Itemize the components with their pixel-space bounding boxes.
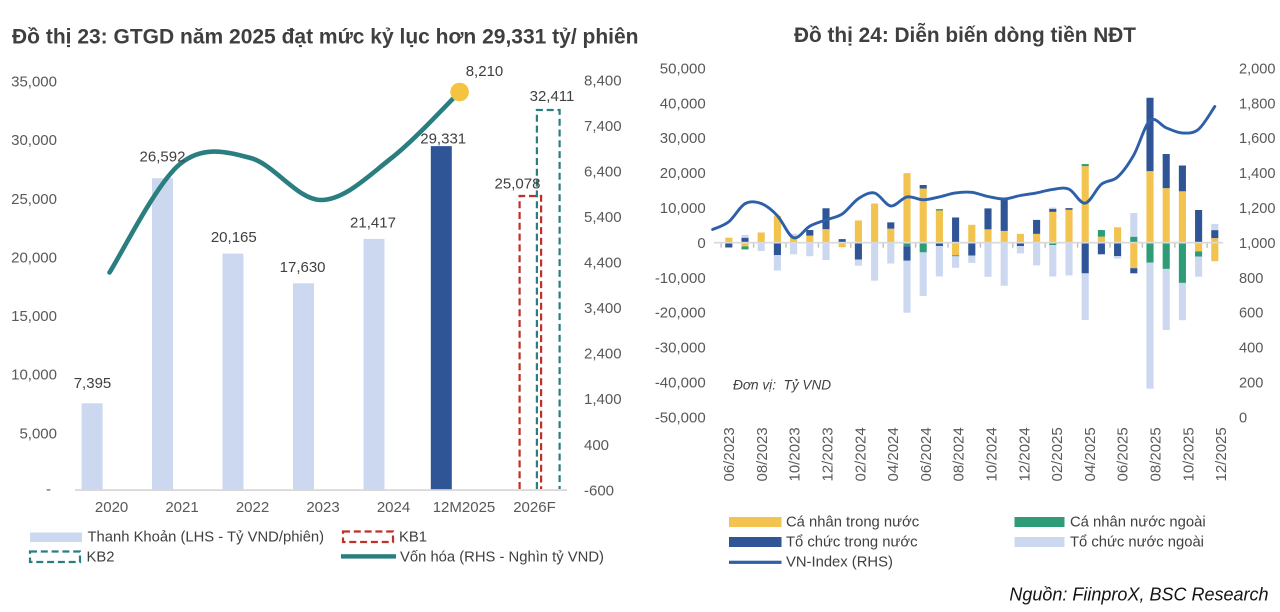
- svg-text:04/2025: 04/2025: [1082, 427, 1099, 481]
- svg-text:20,000: 20,000: [11, 250, 57, 267]
- svg-text:Cá nhân trong nước: Cá nhân trong nước: [786, 515, 920, 531]
- svg-text:Tổ chức trong nước: Tổ chức trong nước: [786, 535, 918, 551]
- svg-text:1,600: 1,600: [1239, 131, 1276, 147]
- svg-text:2022: 2022: [236, 499, 269, 516]
- svg-text:Cá nhân nước ngoài: Cá nhân nước ngoài: [1070, 515, 1206, 531]
- svg-text:VN-Index (RHS): VN-Index (RHS): [786, 555, 893, 571]
- svg-text:Tổ chức nước ngoài: Tổ chức nước ngoài: [1070, 535, 1204, 551]
- svg-text:2026F: 2026F: [513, 499, 556, 516]
- svg-text:30,000: 30,000: [11, 132, 57, 149]
- svg-text:8,210: 8,210: [466, 63, 504, 80]
- svg-text:26,592: 26,592: [140, 149, 186, 166]
- svg-text:-50,000: -50,000: [655, 409, 706, 426]
- svg-text:7,395: 7,395: [74, 375, 112, 392]
- svg-text:-20,000: -20,000: [655, 305, 706, 322]
- svg-text:25,078: 25,078: [495, 176, 541, 193]
- svg-text:12M2025: 12M2025: [433, 499, 496, 516]
- svg-text:-10,000: -10,000: [655, 270, 706, 287]
- svg-text:21,417: 21,417: [350, 215, 396, 232]
- svg-text:10/2023: 10/2023: [787, 427, 804, 481]
- svg-text:08/2023: 08/2023: [754, 427, 771, 481]
- svg-text:29,331: 29,331: [420, 131, 466, 148]
- svg-text:10,000: 10,000: [11, 367, 57, 384]
- svg-text:6,400: 6,400: [584, 163, 622, 180]
- svg-text:08/2024: 08/2024: [951, 427, 968, 481]
- svg-text:12/2023: 12/2023: [820, 427, 837, 481]
- svg-text:3,400: 3,400: [584, 300, 622, 317]
- svg-text:Nguồn: FiinproX, BSC Research: Nguồn: FiinproX, BSC Research: [1009, 585, 1268, 605]
- svg-text:2,000: 2,000: [1239, 61, 1276, 77]
- svg-text:06/2025: 06/2025: [1115, 427, 1132, 481]
- svg-text:12/2025: 12/2025: [1213, 427, 1230, 481]
- svg-text:-: -: [46, 481, 51, 498]
- svg-text:KB1: KB1: [399, 530, 427, 546]
- svg-text:KB2: KB2: [87, 550, 115, 566]
- svg-text:06/2023: 06/2023: [721, 427, 738, 481]
- svg-text:1,400: 1,400: [584, 391, 622, 408]
- svg-text:40,000: 40,000: [660, 95, 706, 112]
- svg-text:Vốn hóa (RHS - Nghìn tỷ VND): Vốn hóa (RHS - Nghìn tỷ VND): [400, 550, 604, 566]
- svg-text:400: 400: [584, 437, 609, 454]
- svg-text:30,000: 30,000: [660, 130, 706, 147]
- svg-text:08/2025: 08/2025: [1148, 427, 1165, 481]
- svg-text:200: 200: [1239, 376, 1263, 392]
- svg-text:8,400: 8,400: [584, 72, 622, 89]
- svg-text:2024: 2024: [377, 499, 410, 516]
- svg-text:400: 400: [1239, 341, 1263, 357]
- svg-text:20,165: 20,165: [211, 229, 257, 246]
- svg-text:02/2025: 02/2025: [1049, 427, 1066, 481]
- svg-text:Đồ thị 23: GTGD năm 2025 đạt m: Đồ thị 23: GTGD năm 2025 đạt mức kỷ lục …: [12, 26, 638, 49]
- svg-text:20,000: 20,000: [660, 165, 706, 182]
- svg-text:7,400: 7,400: [584, 118, 622, 135]
- svg-text:1,800: 1,800: [1239, 96, 1276, 112]
- svg-text:-40,000: -40,000: [655, 375, 706, 392]
- svg-text:5,400: 5,400: [584, 209, 622, 226]
- svg-text:2,400: 2,400: [584, 346, 622, 363]
- svg-text:-30,000: -30,000: [655, 340, 706, 357]
- svg-text:-600: -600: [584, 482, 614, 499]
- svg-text:12/2024: 12/2024: [1016, 427, 1033, 481]
- svg-text:25,000: 25,000: [11, 191, 57, 208]
- svg-text:1,400: 1,400: [1239, 166, 1276, 182]
- svg-text:10,000: 10,000: [660, 200, 706, 217]
- svg-text:10/2025: 10/2025: [1180, 427, 1197, 481]
- svg-text:5,000: 5,000: [19, 425, 57, 442]
- svg-text:35,000: 35,000: [11, 74, 57, 91]
- svg-text:1,200: 1,200: [1239, 201, 1276, 217]
- svg-text:2021: 2021: [165, 499, 198, 516]
- svg-text:0: 0: [697, 235, 705, 252]
- svg-text:15,000: 15,000: [11, 308, 57, 325]
- svg-text:2023: 2023: [306, 499, 339, 516]
- svg-text:06/2024: 06/2024: [918, 427, 935, 481]
- svg-text:0: 0: [1239, 410, 1247, 426]
- svg-text:800: 800: [1239, 271, 1263, 287]
- svg-text:10/2024: 10/2024: [984, 427, 1001, 481]
- svg-text:50,000: 50,000: [660, 60, 706, 77]
- svg-text:32,411: 32,411: [530, 88, 575, 105]
- svg-text:Đồ thị 24: Diễn biến dòng tiền: Đồ thị 24: Diễn biến dòng tiền NĐT: [794, 23, 1136, 47]
- svg-text:17,630: 17,630: [280, 259, 326, 276]
- svg-text:600: 600: [1239, 306, 1263, 322]
- svg-text:1,000: 1,000: [1239, 236, 1276, 252]
- svg-text:2020: 2020: [95, 499, 128, 516]
- svg-text:04/2024: 04/2024: [885, 427, 902, 481]
- svg-text:Thanh Khoản (LHS - Tỷ VND/phiê: Thanh Khoản (LHS - Tỷ VND/phiên): [88, 530, 325, 546]
- svg-text:4,400: 4,400: [584, 255, 622, 272]
- svg-text:02/2024: 02/2024: [852, 427, 869, 481]
- svg-text:Đơn vị: Tỷ VND: Đơn vị: Tỷ VND: [733, 378, 831, 393]
